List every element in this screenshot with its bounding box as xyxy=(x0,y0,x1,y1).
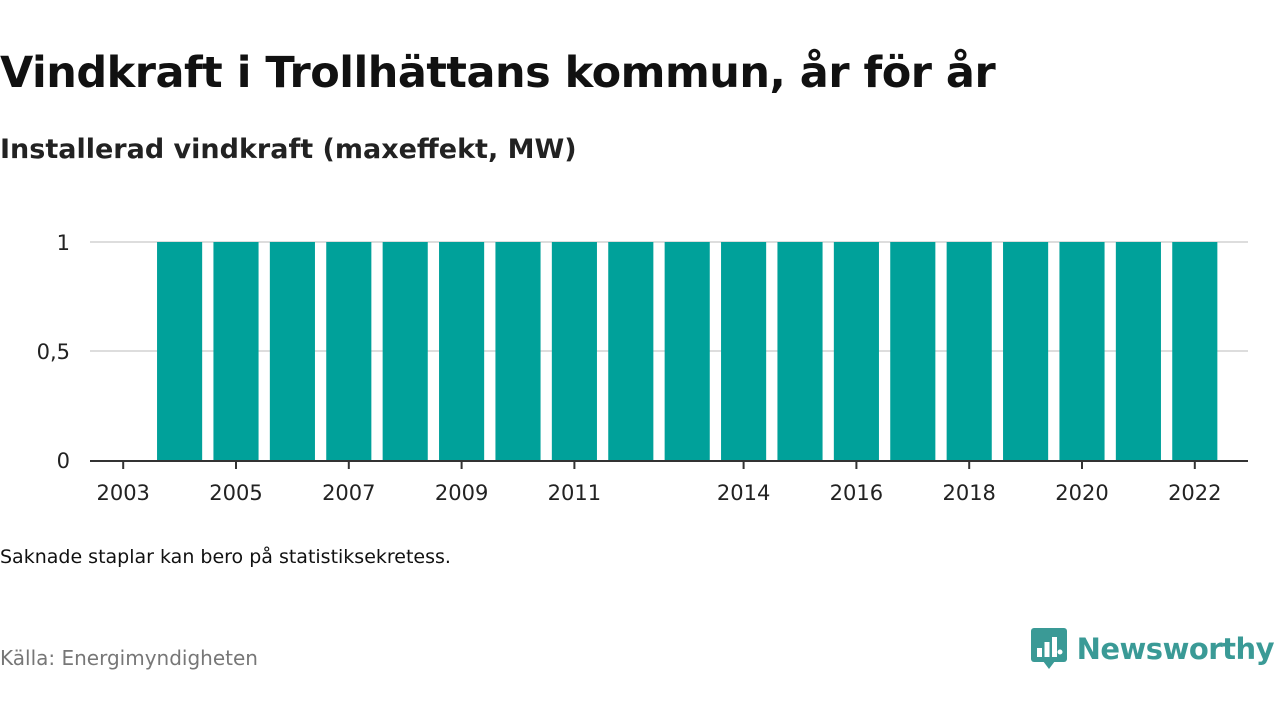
bar-2019 xyxy=(1003,242,1049,460)
brand-name: Newsworthy xyxy=(1076,632,1275,666)
bar-chart: 00,51 2003 2005 2007 2009 2011 2014 2016 2018 20… xyxy=(37,231,1248,505)
bar-2006 xyxy=(269,242,315,460)
brand-logo: Newsworthy xyxy=(1030,628,1275,670)
x-tick-label: 2011 xyxy=(548,481,601,505)
bar-2010 xyxy=(495,242,541,460)
x-tick-label: 2003 xyxy=(96,481,149,505)
chart-subtitle: Installerad vindkraft (maxeffekt, MW) xyxy=(0,134,577,165)
bar-2020 xyxy=(1059,242,1105,460)
x-tick-label: 2009 xyxy=(435,481,488,505)
bar-2014 xyxy=(721,242,767,460)
bar-2017 xyxy=(890,242,936,460)
x-tick-label: 2018 xyxy=(942,481,995,505)
bar-2012 xyxy=(608,242,654,460)
bar-2015 xyxy=(777,242,823,460)
footnote: Saknade staplar kan bero på statistiksek… xyxy=(0,546,451,568)
x-tick-label: 2007 xyxy=(322,481,375,505)
bar-2005 xyxy=(213,242,259,460)
y-tick-label: 0,5 xyxy=(37,340,70,364)
y-tick-label: 0 xyxy=(57,449,70,473)
y-tick-labels: 00,51 xyxy=(37,231,70,473)
bar-2011 xyxy=(551,242,597,460)
chart-title: Vindkraft i Trollhättans kommun, år för … xyxy=(0,48,996,98)
bar-2009 xyxy=(439,242,485,460)
bar-chart-speech-bubble-icon xyxy=(1030,628,1067,669)
source-label: Källa: Energimyndigheten xyxy=(0,646,258,670)
y-tick-label: 1 xyxy=(57,231,70,255)
bar-2021 xyxy=(1115,242,1161,460)
x-tick-labels: 2003 2005 2007 2009 2011 2014 2016 2018 2020 2022 xyxy=(96,481,1221,505)
bars xyxy=(157,242,1218,460)
axes xyxy=(90,460,1248,469)
x-tick-label: 2020 xyxy=(1055,481,1108,505)
bar-2008 xyxy=(382,242,428,460)
bar-2004 xyxy=(157,242,203,460)
bar-2007 xyxy=(326,242,372,460)
x-tick-label: 2005 xyxy=(209,481,262,505)
x-tick-label: 2016 xyxy=(830,481,883,505)
x-tick-label: 2014 xyxy=(717,481,770,505)
bar-2016 xyxy=(833,242,879,460)
bar-2013 xyxy=(664,242,710,460)
bar-2022 xyxy=(1172,242,1218,460)
x-tick-label: 2022 xyxy=(1168,481,1221,505)
bar-2018 xyxy=(946,242,992,460)
